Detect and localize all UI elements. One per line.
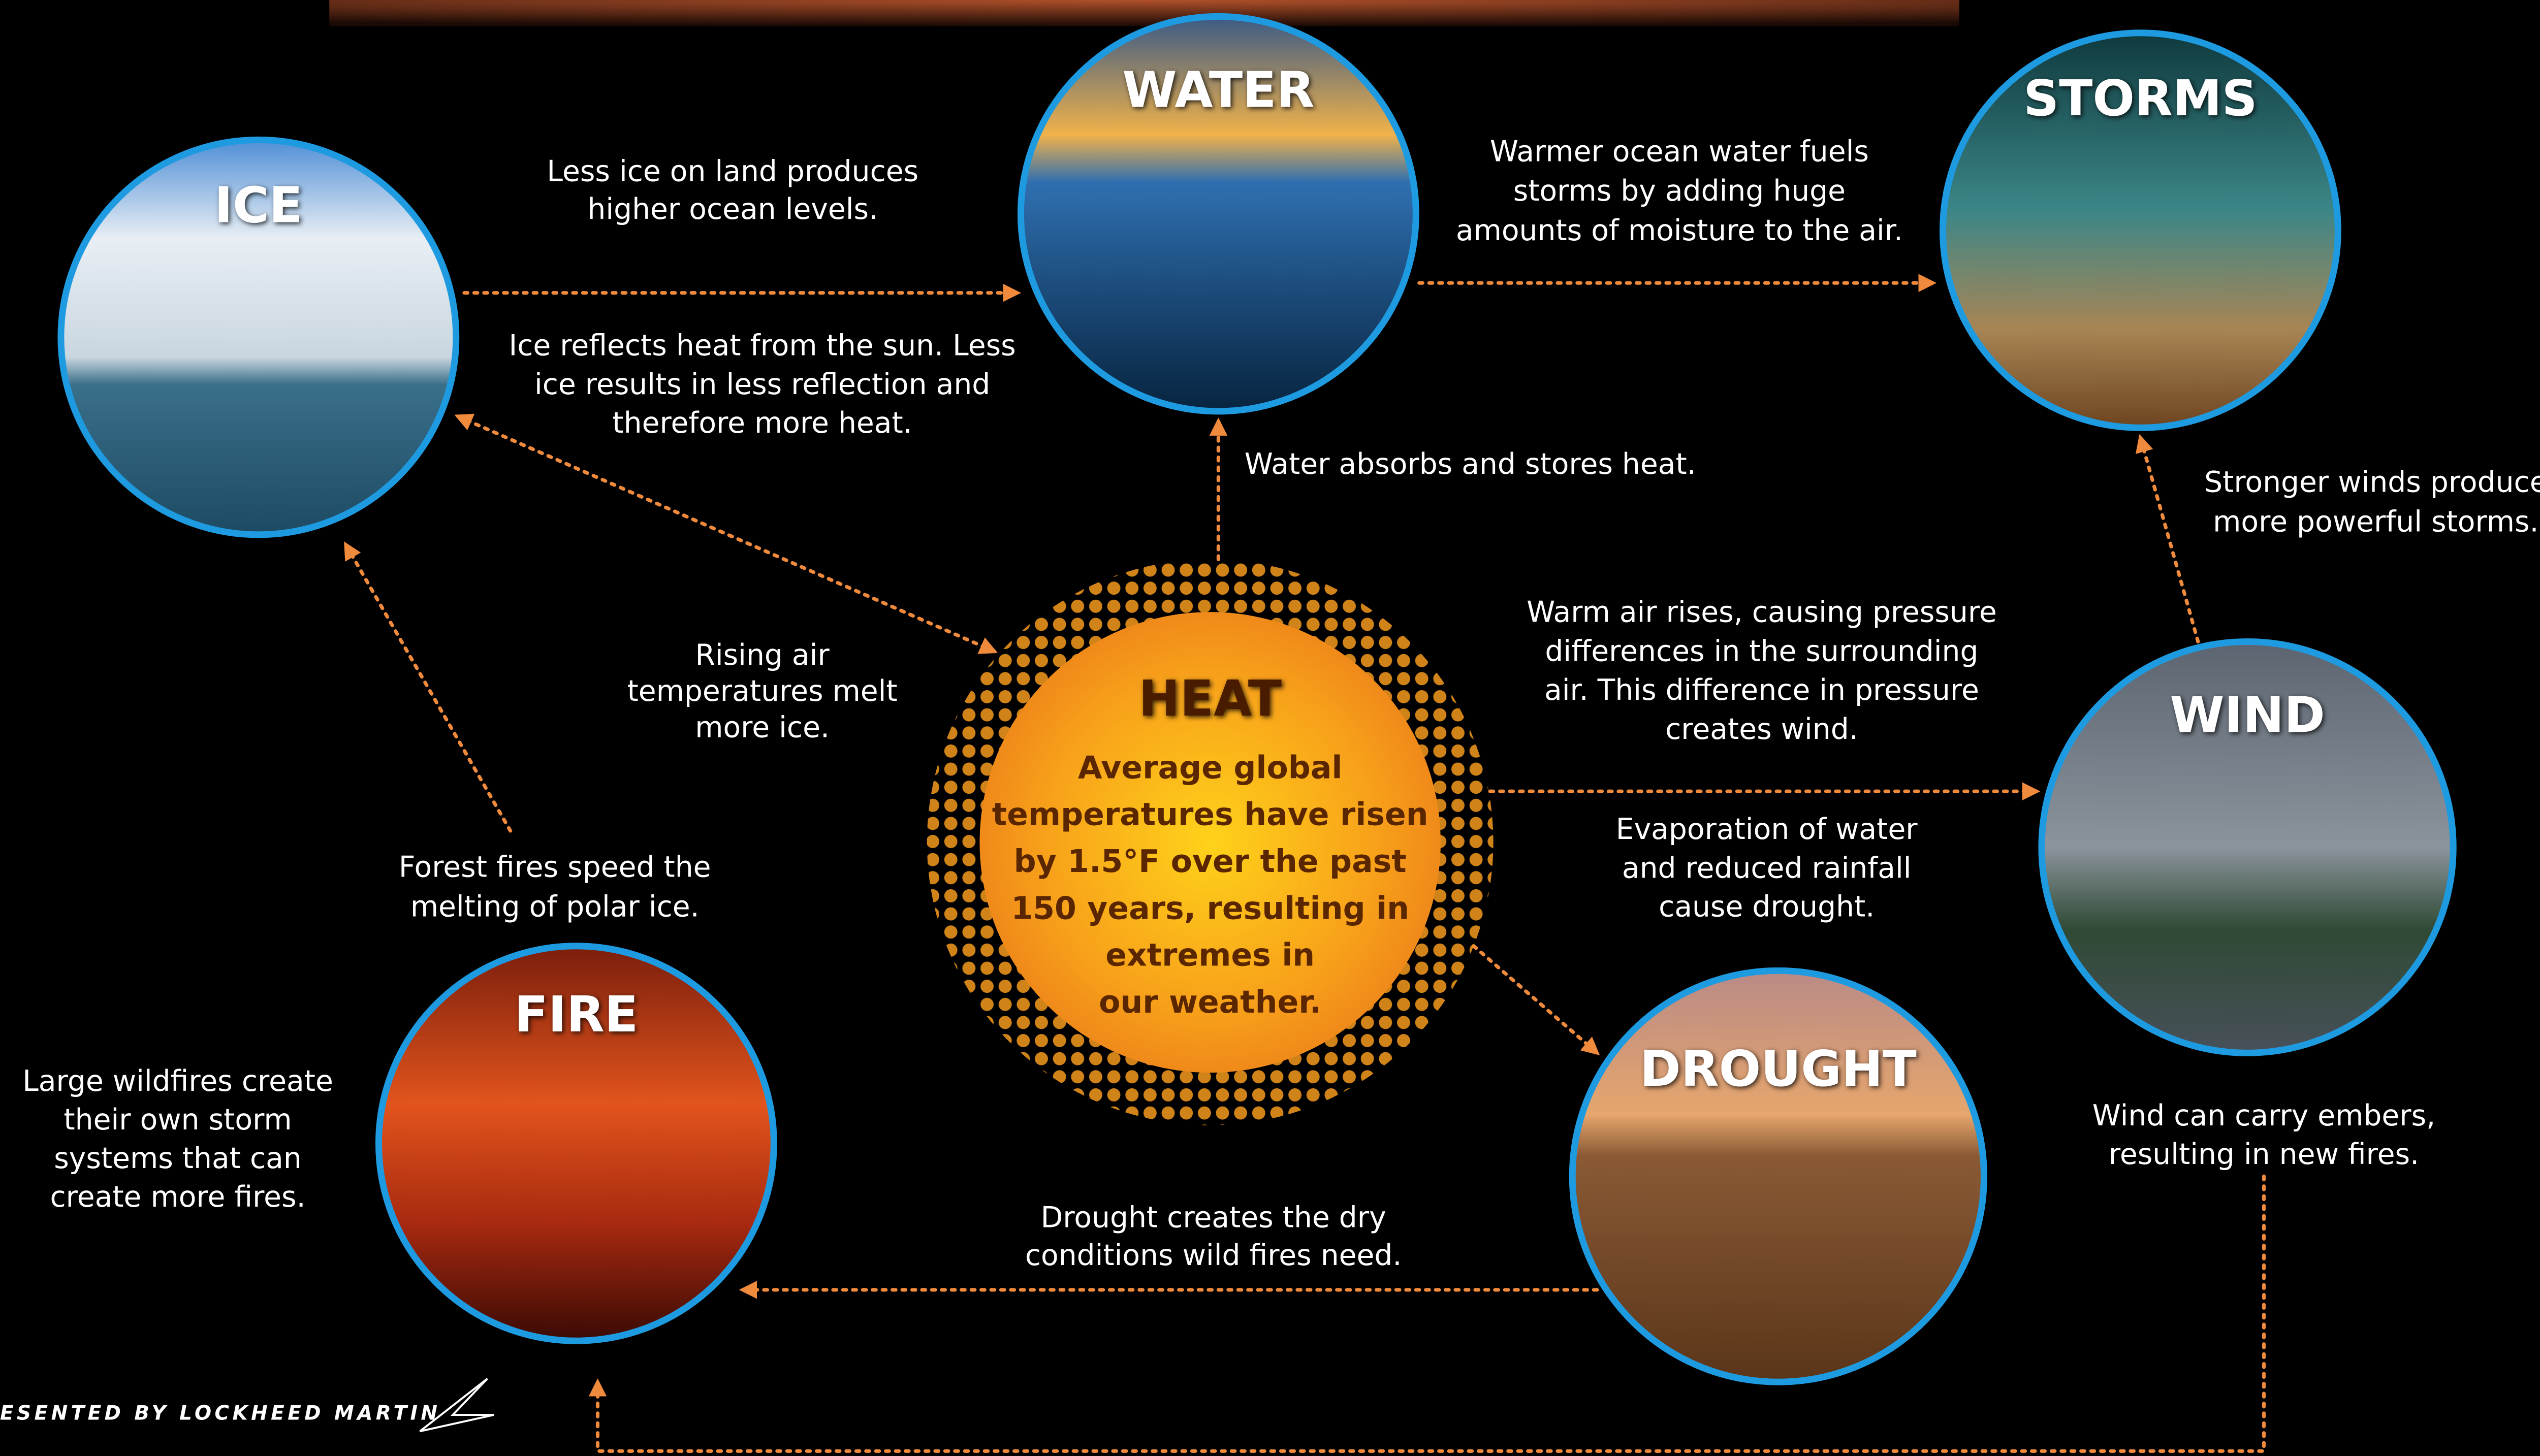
edge-label: Wind can carry embers,: [2092, 1099, 2435, 1133]
edge-label: Forest fires speed the: [399, 851, 711, 884]
edge-label: create more fires.: [50, 1180, 305, 1214]
edge-label: higher ocean levels.: [587, 192, 878, 226]
edge-label: amounts of moisture to the air.: [1456, 214, 1903, 247]
edge-label: creates wind.: [1665, 713, 1858, 746]
heat-description: temperatures have risen: [992, 796, 1428, 833]
edge-label: and reduced rainfall: [1622, 851, 1912, 885]
edge-label: Ice reflects heat from the sun. Less: [509, 329, 1016, 363]
node-title: HEAT: [1138, 670, 1282, 727]
edge-label: therefore more heat.: [612, 406, 912, 440]
heat-description: extremes in: [1105, 937, 1315, 974]
edge-label: air. This difference in pressure: [1544, 673, 1979, 707]
edge-label: differences in the surrounding: [1545, 634, 1978, 668]
heat-description: 150 years, resulting in: [1011, 890, 1409, 926]
edge-label: Evaporation of water: [1616, 813, 1918, 846]
edge-label: more powerful storms.: [2213, 505, 2538, 538]
node-title: FIRE: [514, 986, 638, 1043]
top-banner: [329, 0, 1959, 26]
page: ESENTED BY LOCKHEED MARTIN ICE WATER STORM…: [0, 0, 2540, 1456]
edge-label: conditions wild fires need.: [1025, 1239, 1402, 1272]
heat-description: Average global: [1078, 749, 1343, 786]
node-circle: [1572, 970, 1984, 1382]
heat-burst: [927, 559, 1494, 1125]
edge-label: Drought creates the dry: [1041, 1201, 1386, 1235]
edge-label: Warmer ocean water fuels: [1490, 135, 1869, 168]
edge-label: Large wildfires create: [22, 1064, 333, 1098]
diagram: ESENTED BY LOCKHEED MARTIN ICE WATER STORM…: [0, 0, 2540, 1456]
credit: ESENTED BY LOCKHEED MARTIN: [0, 1402, 440, 1425]
edge-label: ice results in less reflection and: [534, 368, 990, 401]
edge-label: temperatures melt: [627, 674, 898, 708]
edge-label: melting of polar ice.: [410, 890, 700, 923]
edge-label: Stronger winds produce: [2204, 466, 2540, 499]
node-title: WIND: [2170, 687, 2325, 744]
edge-label: Less ice on land produces: [547, 154, 918, 188]
edge-label: Rising air: [695, 638, 830, 672]
heat-description: our weather.: [1099, 984, 1321, 1020]
edge-label: their own storm: [64, 1103, 292, 1137]
edge-label: cause drought.: [1659, 890, 1875, 923]
edge-label: resulting in new fires.: [2109, 1138, 2419, 1171]
edge-label: Water absorbs and stores heat.: [1245, 447, 1696, 481]
node-title: DROUGHT: [1640, 1040, 1917, 1097]
edge-label: more ice.: [695, 710, 830, 744]
heat-description: by 1.5°F over the past: [1014, 843, 1407, 880]
node-title: ICE: [214, 176, 303, 234]
edge-label: systems that can: [54, 1142, 302, 1175]
edge-label: storms by adding huge: [1513, 174, 1846, 208]
node-title: STORMS: [2023, 70, 2258, 127]
node-title: WATER: [1122, 61, 1314, 119]
edge-label: Warm air rises, causing pressure: [1527, 596, 1997, 629]
